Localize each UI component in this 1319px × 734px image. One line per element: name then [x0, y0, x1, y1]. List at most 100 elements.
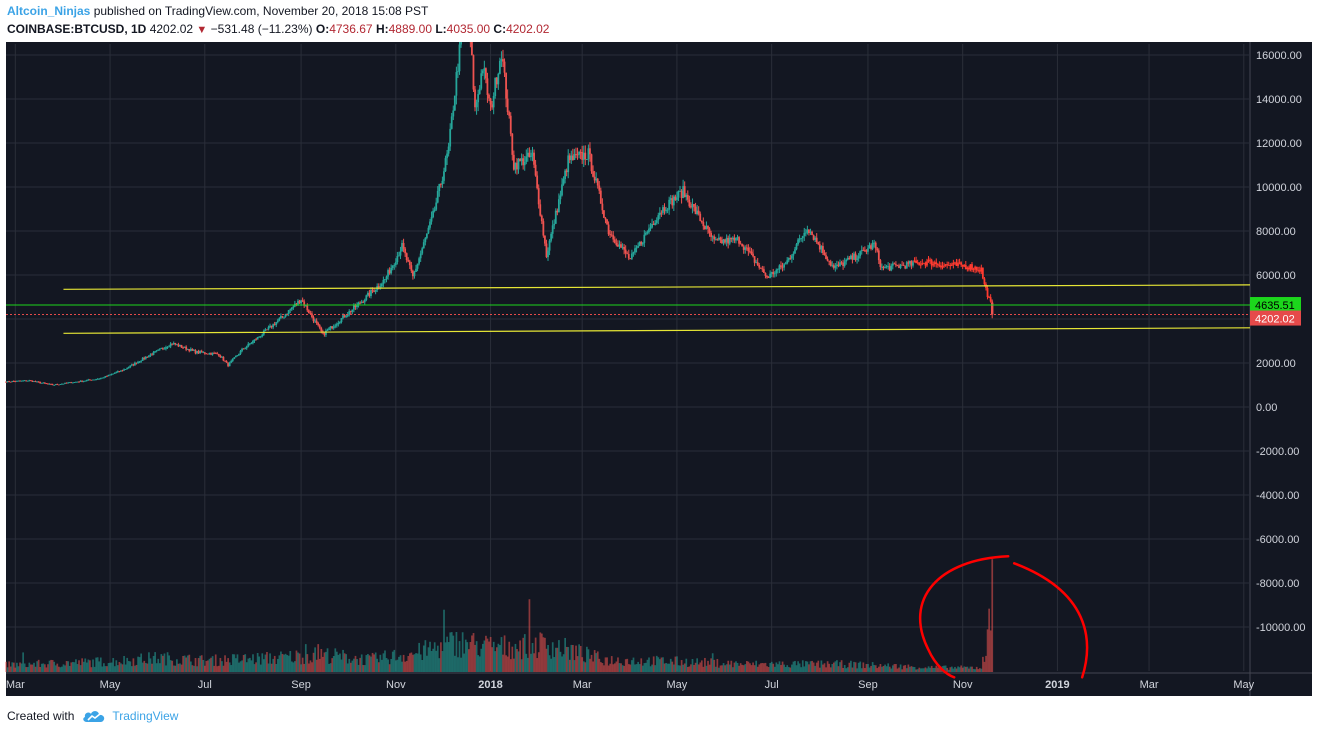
candle-body: [382, 279, 385, 284]
candle-body: [842, 262, 844, 266]
volume-bar: [143, 660, 146, 672]
volume-bar: [323, 652, 326, 672]
volume-bar: [186, 655, 189, 672]
volume-bar: [325, 651, 327, 672]
volume-bar: [811, 660, 813, 672]
volume-bar: [924, 667, 927, 672]
candle-body: [446, 153, 448, 159]
candle-body: [884, 267, 886, 269]
candle-body: [74, 381, 77, 383]
symbol-name: COINBASE:BTCUSD, 1D: [7, 22, 147, 36]
volume-bar: [971, 666, 973, 672]
candle-body: [126, 368, 129, 370]
candle-body: [871, 242, 874, 249]
author-link[interactable]: Altcoin_Ninjas: [7, 4, 91, 18]
candle-body: [950, 264, 953, 266]
price-chart[interactable]: 16000.00 14000.00 12000.00 10000.00 8000.00 6…: [0, 42, 1319, 698]
candle-body: [354, 305, 357, 308]
volume-bar: [210, 657, 212, 672]
candle-body: [800, 238, 803, 240]
candle-body: [949, 264, 952, 266]
candle-body: [815, 237, 818, 243]
candle-body: [137, 361, 139, 364]
y-tick-label: 14000.00: [1256, 94, 1302, 106]
volume-bar: [450, 632, 453, 672]
candle-body: [492, 96, 495, 108]
candle-body: [750, 251, 753, 254]
candle-body: [230, 360, 233, 363]
volume-bar: [196, 666, 198, 672]
candle-body: [31, 380, 34, 382]
candle-body: [14, 381, 17, 383]
volume-bar: [901, 669, 904, 672]
candle-body: [39, 381, 42, 384]
volume-bar: [182, 655, 184, 672]
candle-body: [349, 311, 352, 312]
candle-body: [141, 357, 144, 361]
volume-bar: [28, 662, 31, 672]
volume-bar: [492, 641, 495, 672]
volume-bar: [419, 654, 422, 672]
volume-bar: [795, 665, 798, 672]
volume-bar: [269, 653, 271, 672]
candle-body: [57, 384, 60, 386]
candle-body: [334, 325, 337, 327]
candle-body: [658, 212, 661, 216]
candle-body: [756, 262, 759, 266]
candle-body: [298, 300, 301, 304]
candle-body: [862, 249, 865, 251]
volume-bar: [25, 667, 28, 672]
candle-body: [144, 356, 147, 359]
candle-body: [416, 263, 419, 269]
volume-bar: [144, 662, 147, 672]
candle-body: [626, 253, 629, 255]
candle-body: [248, 343, 251, 345]
volume-bar: [767, 666, 770, 672]
volume-bar: [208, 658, 211, 672]
candle-body: [62, 383, 65, 385]
candle-body: [896, 265, 899, 266]
volume-bar: [107, 663, 110, 672]
volume-bar: [31, 664, 34, 672]
volume-bar: [676, 656, 678, 672]
candle-body: [135, 362, 138, 364]
volume-bar: [85, 662, 88, 672]
volume-bar: [732, 667, 734, 672]
price-change: −531.48 (−11.23%): [210, 22, 313, 36]
volume-bar: [475, 641, 478, 672]
volume-bar: [570, 644, 573, 672]
volume-bar: [868, 667, 871, 672]
candle-body: [738, 237, 740, 244]
volume-bar: [890, 668, 893, 672]
volume-bar: [629, 664, 632, 672]
y-tick-label: 2000.00: [1256, 358, 1296, 370]
volume-bar: [242, 655, 245, 672]
candle-body: [146, 356, 149, 358]
x-tick-label: 2019: [1045, 679, 1069, 691]
candle-body: [477, 94, 480, 103]
candle-body: [832, 265, 835, 268]
candle-body: [705, 225, 708, 230]
candle-body: [273, 324, 276, 325]
volume-bar: [797, 661, 799, 672]
tradingview-link[interactable]: TradingView: [112, 709, 179, 723]
candle-body: [981, 267, 984, 279]
volume-bar: [626, 658, 629, 672]
candle-body: [56, 384, 59, 386]
x-tick-label: Sep: [858, 679, 878, 691]
candle-body: [360, 301, 363, 304]
candle-body: [696, 210, 699, 215]
candle-body: [781, 266, 784, 268]
volume-bar: [398, 656, 400, 672]
volume-bar: [188, 654, 191, 672]
volume-bar: [513, 658, 515, 672]
volume-bar: [764, 662, 767, 672]
candle-body: [674, 196, 677, 200]
candle-body: [834, 265, 837, 268]
candle-body: [565, 170, 568, 173]
candle-body: [295, 303, 298, 305]
volume-bar: [759, 663, 762, 672]
candle-body: [503, 61, 506, 73]
volume-bar: [11, 662, 14, 672]
candle-body: [404, 248, 407, 254]
